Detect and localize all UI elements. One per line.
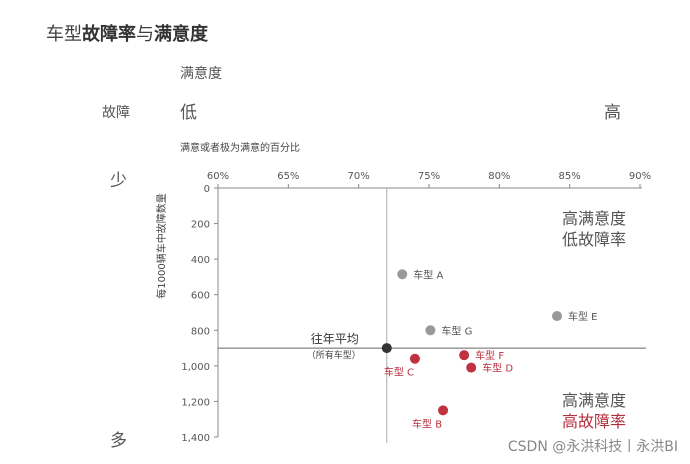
y-tick-label: 1,400 — [181, 433, 210, 444]
data-point-label: 车型 E — [568, 310, 598, 323]
x-tick-label: 90% — [629, 171, 651, 182]
y-tick-label: 800 — [191, 326, 210, 337]
x-tick-label: 60% — [207, 171, 229, 182]
quadrant-label-top: 高满意度 低故障率 — [562, 209, 627, 249]
satisfaction-header: 满意度 — [180, 66, 222, 82]
average-label: 往年平均 — [311, 331, 359, 346]
data-point — [552, 311, 563, 322]
data-point — [466, 362, 477, 373]
x-tick-label: 85% — [559, 171, 581, 182]
data-point — [425, 325, 436, 336]
many-faults-label: 多 — [110, 431, 127, 451]
average-point — [381, 343, 392, 354]
y-tick-label: 400 — [191, 255, 210, 266]
data-point-label: 车型 F — [475, 349, 504, 362]
average-reference-lines: 往年平均 （所有车型） — [218, 188, 646, 443]
quadrant-label-bottom: 高满意度 高故障率 — [562, 391, 627, 431]
low-satisfaction-label: 低 — [180, 103, 197, 123]
x-axis: 60% 65% 70% 75% 80% 85% 90% — [207, 171, 651, 189]
x-tick-label: 75% — [418, 171, 440, 182]
x-tick-label: 70% — [348, 171, 370, 182]
average-sublabel: （所有车型） — [307, 349, 361, 361]
y-axis-title: 每1000辆车中故障数量 — [155, 193, 168, 298]
few-faults-label: 少 — [110, 171, 127, 191]
data-point-label: 车型 A — [413, 268, 443, 281]
fault-header: 故障 — [102, 105, 130, 121]
data-point-label: 车型 D — [482, 362, 513, 375]
y-tick-label: 1,200 — [181, 397, 210, 408]
watermark: CSDN @永洪科技丨永洪BI — [507, 439, 678, 455]
data-point-label: 车型 C — [384, 366, 414, 379]
y-tick-label: 1,000 — [181, 362, 210, 373]
data-point — [438, 405, 449, 416]
y-tick-label: 0 — [204, 184, 210, 195]
data-point-label: 车型 G — [441, 324, 472, 337]
y-tick-label: 200 — [191, 220, 210, 231]
x-tick-label: 65% — [277, 171, 299, 182]
data-points: 车型 A 车型 E 车型 G车型 F 车型 C 车型 D 车型 B — [384, 268, 598, 430]
y-axis: 0 200 400 600 800 1,000 1,200 1,400 — [181, 184, 219, 444]
x-tick-label: 80% — [488, 171, 510, 182]
chart-title: 车型故障率与满意度 — [46, 24, 208, 45]
data-point — [409, 353, 420, 364]
data-point-label: 车型 B — [412, 417, 442, 430]
data-point — [459, 350, 470, 361]
high-satisfaction-label: 高 — [604, 103, 621, 123]
data-point — [397, 269, 408, 280]
x-axis-description: 满意或者极为满意的百分比 — [180, 143, 300, 154]
y-tick-label: 600 — [191, 291, 210, 302]
